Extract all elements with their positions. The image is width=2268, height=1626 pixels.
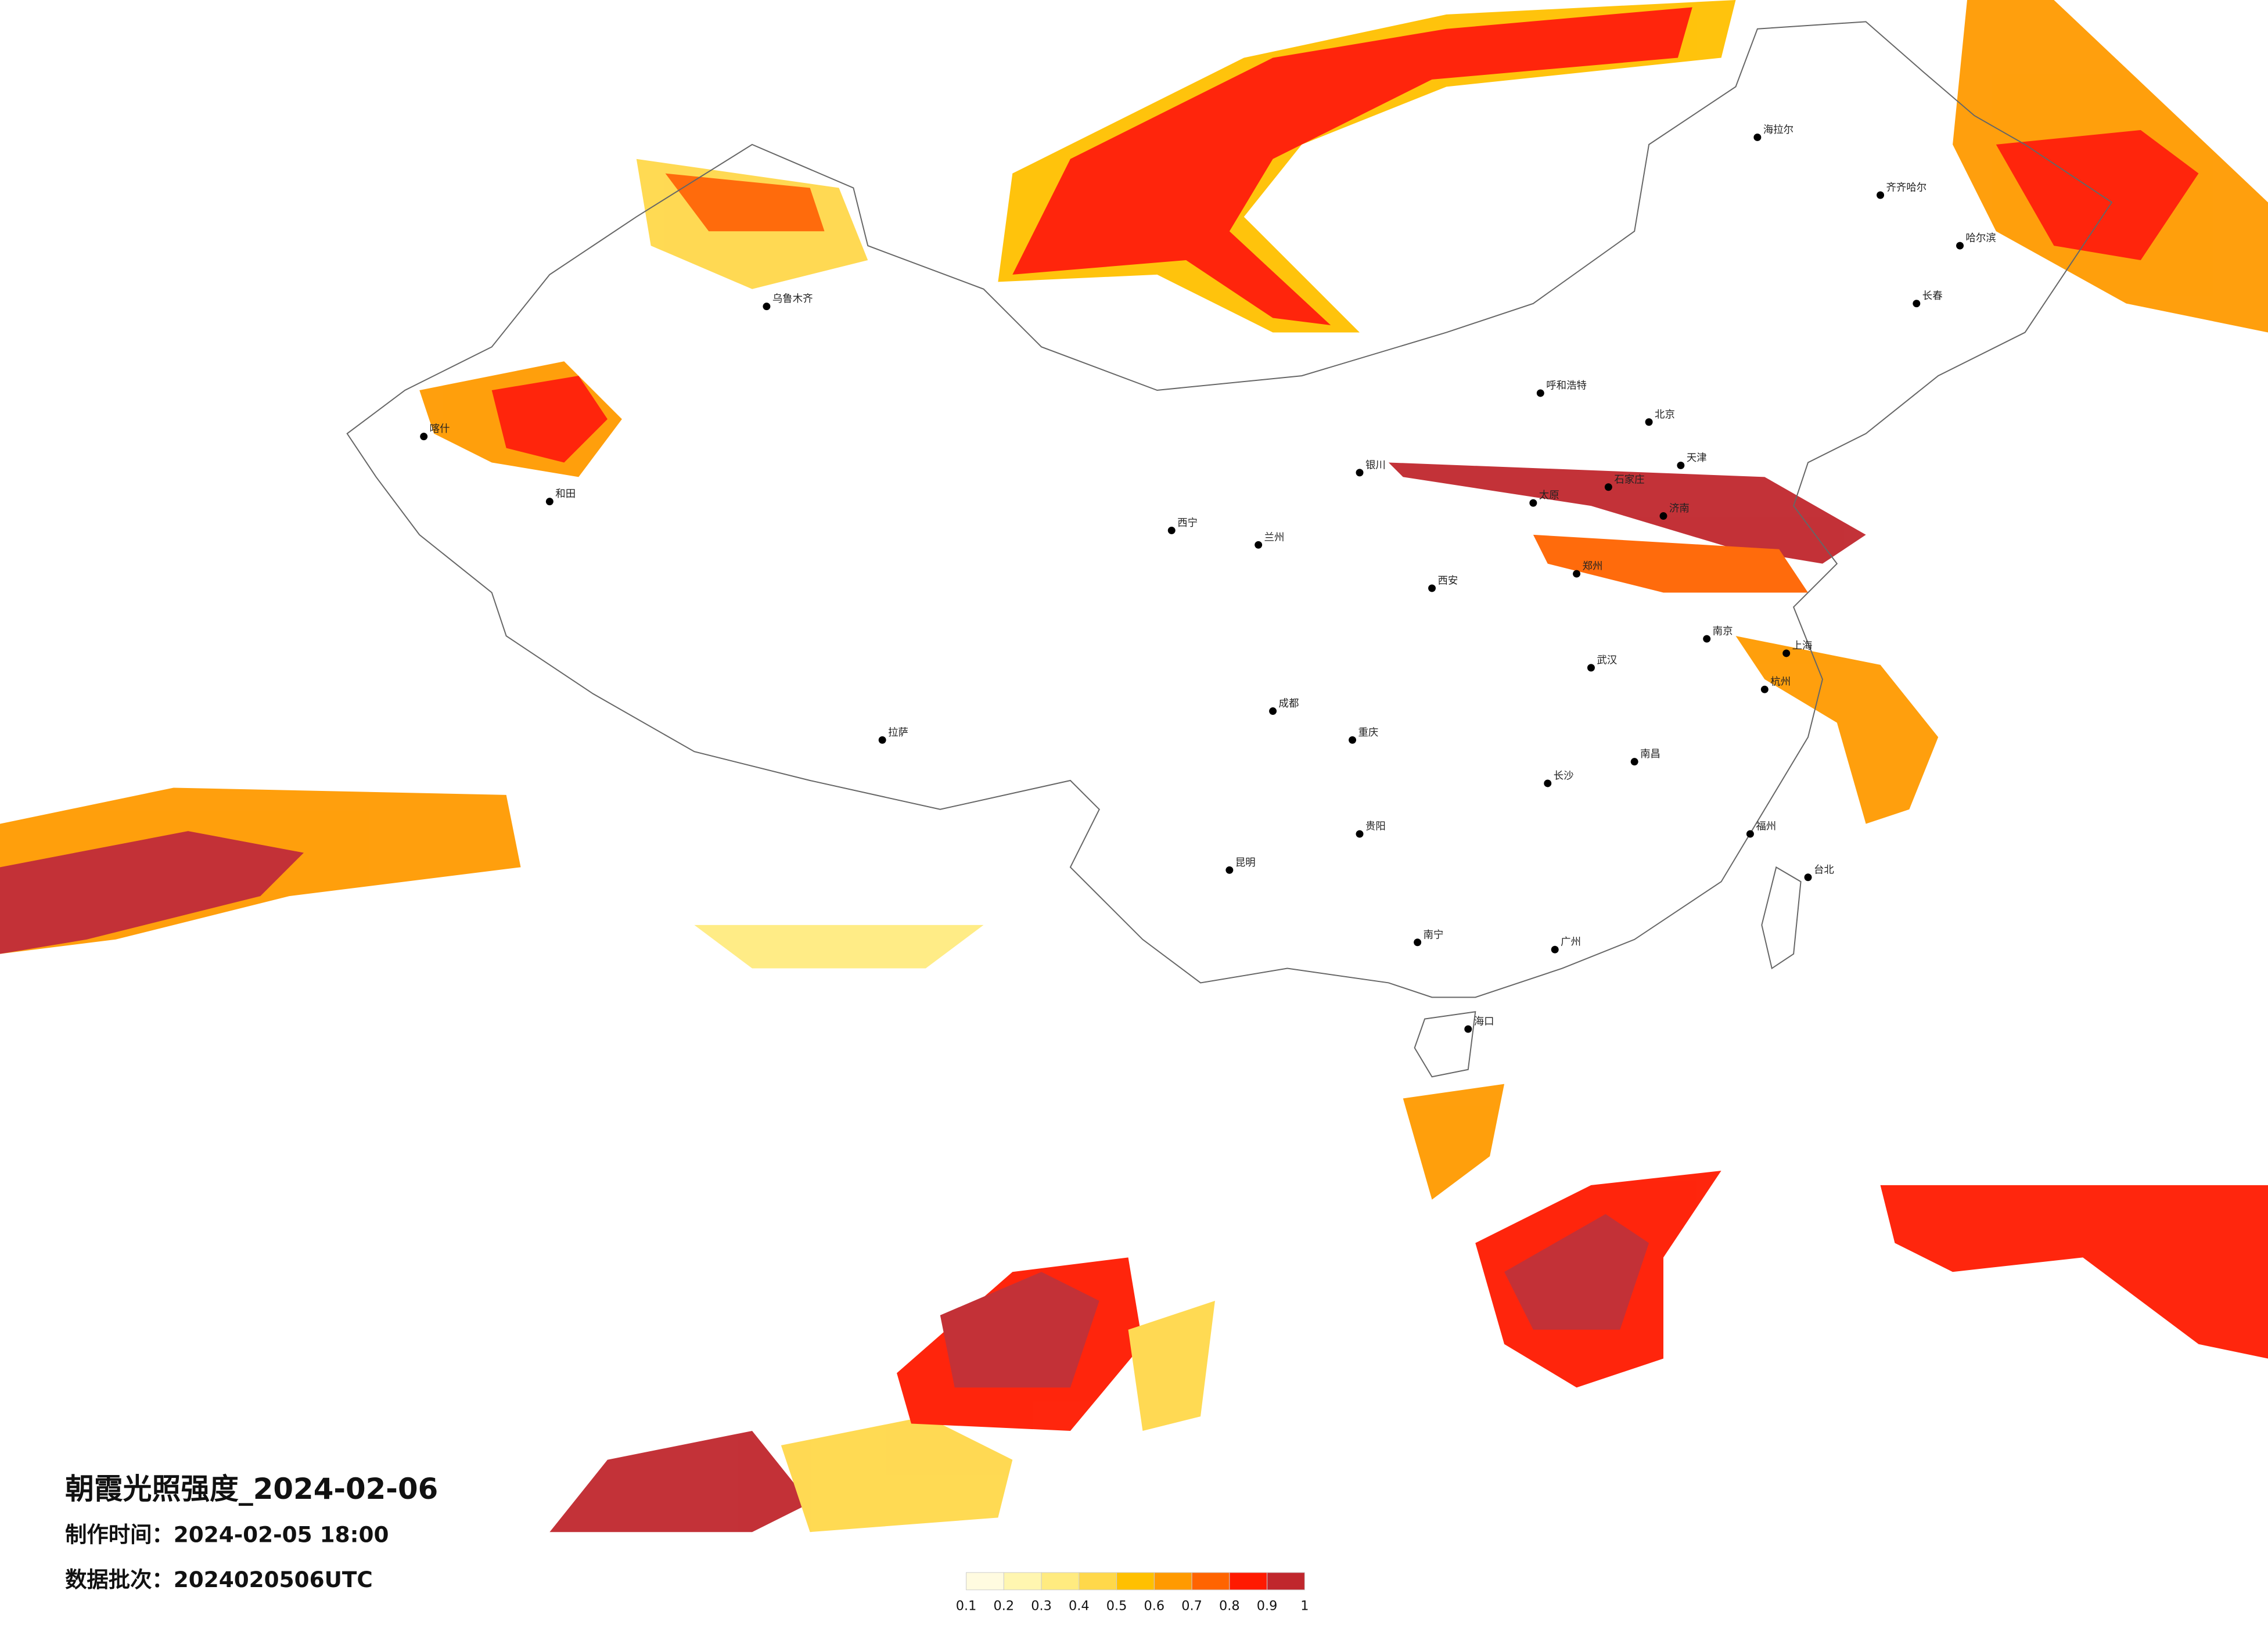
city-label: 石家庄 (1614, 474, 1644, 485)
city-label: 哈尔滨 (1965, 233, 1996, 244)
city-dot (1269, 707, 1277, 715)
legend-label: 0.4 (1069, 1599, 1090, 1614)
city-label: 天津 (1687, 452, 1707, 464)
city-dot (1703, 635, 1711, 643)
city-dot (1536, 389, 1544, 397)
city-dot (1544, 779, 1552, 787)
city-label: 重庆 (1358, 727, 1379, 739)
city-dot (1645, 418, 1653, 426)
header: 朝霞光照强度_2024-02-06 制作时间：2024-02-05 18:00 … (65, 1472, 438, 1592)
city-label: 兰州 (1264, 532, 1285, 544)
city-dot (1225, 866, 1234, 874)
legend: 0.1 0.2 0.3 0.4 0.5 0.6 0.7 0.8 0.9 1 (956, 1572, 1309, 1614)
legend-swatch (1116, 1572, 1155, 1591)
city-label: 南宁 (1424, 929, 1444, 941)
city-label: 济南 (1669, 503, 1690, 515)
city-label: 呼和浩特 (1546, 380, 1587, 392)
city-dot (1349, 736, 1357, 744)
city-dot (545, 498, 553, 506)
city-label: 长沙 (1554, 771, 1574, 782)
legend-label: 0.8 (1219, 1599, 1240, 1614)
city-dot (878, 736, 886, 744)
city-dot (763, 303, 771, 311)
legend-swatch (1191, 1572, 1230, 1591)
city-dot (1877, 191, 1885, 199)
legend-swatch (1267, 1572, 1305, 1591)
city-label: 西安 (1437, 575, 1458, 587)
city-dot (1464, 1025, 1472, 1033)
legend-swatch (966, 1572, 1004, 1591)
legend-label: 0.7 (1181, 1599, 1202, 1614)
city-label: 喀什 (430, 423, 450, 435)
country-outline (346, 21, 2113, 998)
legend-label: 0.3 (1031, 1599, 1052, 1614)
city-label: 郑州 (1583, 561, 1603, 573)
city-label: 杭州 (1770, 677, 1791, 688)
city-label: 海拉尔 (1763, 124, 1793, 136)
title: 朝霞光照强度_2024-02-06 (65, 1472, 438, 1506)
city-label: 乌鲁木齐 (772, 293, 813, 305)
taiwan-outline (1761, 866, 1802, 970)
city-dot (1551, 945, 1559, 954)
legend-label: 0.2 (994, 1599, 1015, 1614)
city-label: 广州 (1561, 937, 1581, 948)
city-dot (1529, 499, 1537, 507)
city-label: 昆明 (1235, 857, 1256, 869)
city-label: 银川 (1365, 459, 1386, 471)
city-dot (1782, 649, 1791, 657)
city-dot (1753, 133, 1762, 141)
city-dot (1604, 483, 1612, 491)
intensity-field (0, 0, 2268, 1533)
legend-swatch (1003, 1572, 1042, 1591)
city-dot (1573, 570, 1581, 578)
legend-label: 0.9 (1257, 1599, 1278, 1614)
city-dot (1746, 830, 1754, 838)
city-dot (1255, 541, 1263, 549)
legend-label: 0.5 (1106, 1599, 1127, 1614)
hainan-outline (1414, 1011, 1476, 1078)
city-dot (1659, 512, 1667, 520)
legend-swatch (1229, 1572, 1268, 1591)
city-dot (1913, 300, 1921, 308)
city-label: 海口 (1474, 1016, 1494, 1028)
batch: 数据批次：2024020506UTC (65, 1567, 373, 1592)
city-dot (1760, 685, 1769, 693)
city-label: 齐齐哈尔 (1886, 182, 1927, 194)
city-label: 贵阳 (1365, 821, 1386, 833)
city-dot (1167, 526, 1176, 534)
city-dot (1356, 830, 1364, 838)
city-label: 南京 (1713, 626, 1733, 638)
city-dot (1630, 758, 1638, 766)
city-label: 北京 (1655, 409, 1675, 420)
city-label: 西宁 (1177, 517, 1198, 529)
city-dot (1414, 938, 1422, 947)
legend-swatch (1079, 1572, 1117, 1591)
made-time: 制作时间：2024-02-05 18:00 (65, 1522, 389, 1548)
city-label: 上海 (1792, 641, 1813, 652)
city-dot (1356, 469, 1364, 477)
city-label: 武汉 (1597, 654, 1617, 666)
legend-label: 0.6 (1144, 1599, 1165, 1614)
legend-label: 0.1 (956, 1599, 977, 1614)
city-label: 和田 (555, 488, 576, 500)
city-dot (1587, 664, 1595, 672)
city-label: 太原 (1539, 490, 1559, 502)
city-dot (1804, 873, 1812, 882)
city-label: 福州 (1756, 821, 1776, 833)
legend-swatch (1041, 1572, 1080, 1591)
city-dot (1428, 584, 1436, 592)
city-dot (1677, 461, 1685, 469)
city-label: 拉萨 (888, 727, 908, 739)
legend-label: 1 (1300, 1599, 1309, 1614)
city-label: 南昌 (1640, 749, 1660, 760)
city-label: 长春 (1922, 290, 1943, 302)
legend-swatch (1153, 1572, 1192, 1591)
city-label: 成都 (1279, 698, 1299, 710)
city-dot (420, 433, 428, 441)
city-dot (1956, 242, 1964, 250)
city-label: 台北 (1814, 864, 1834, 876)
